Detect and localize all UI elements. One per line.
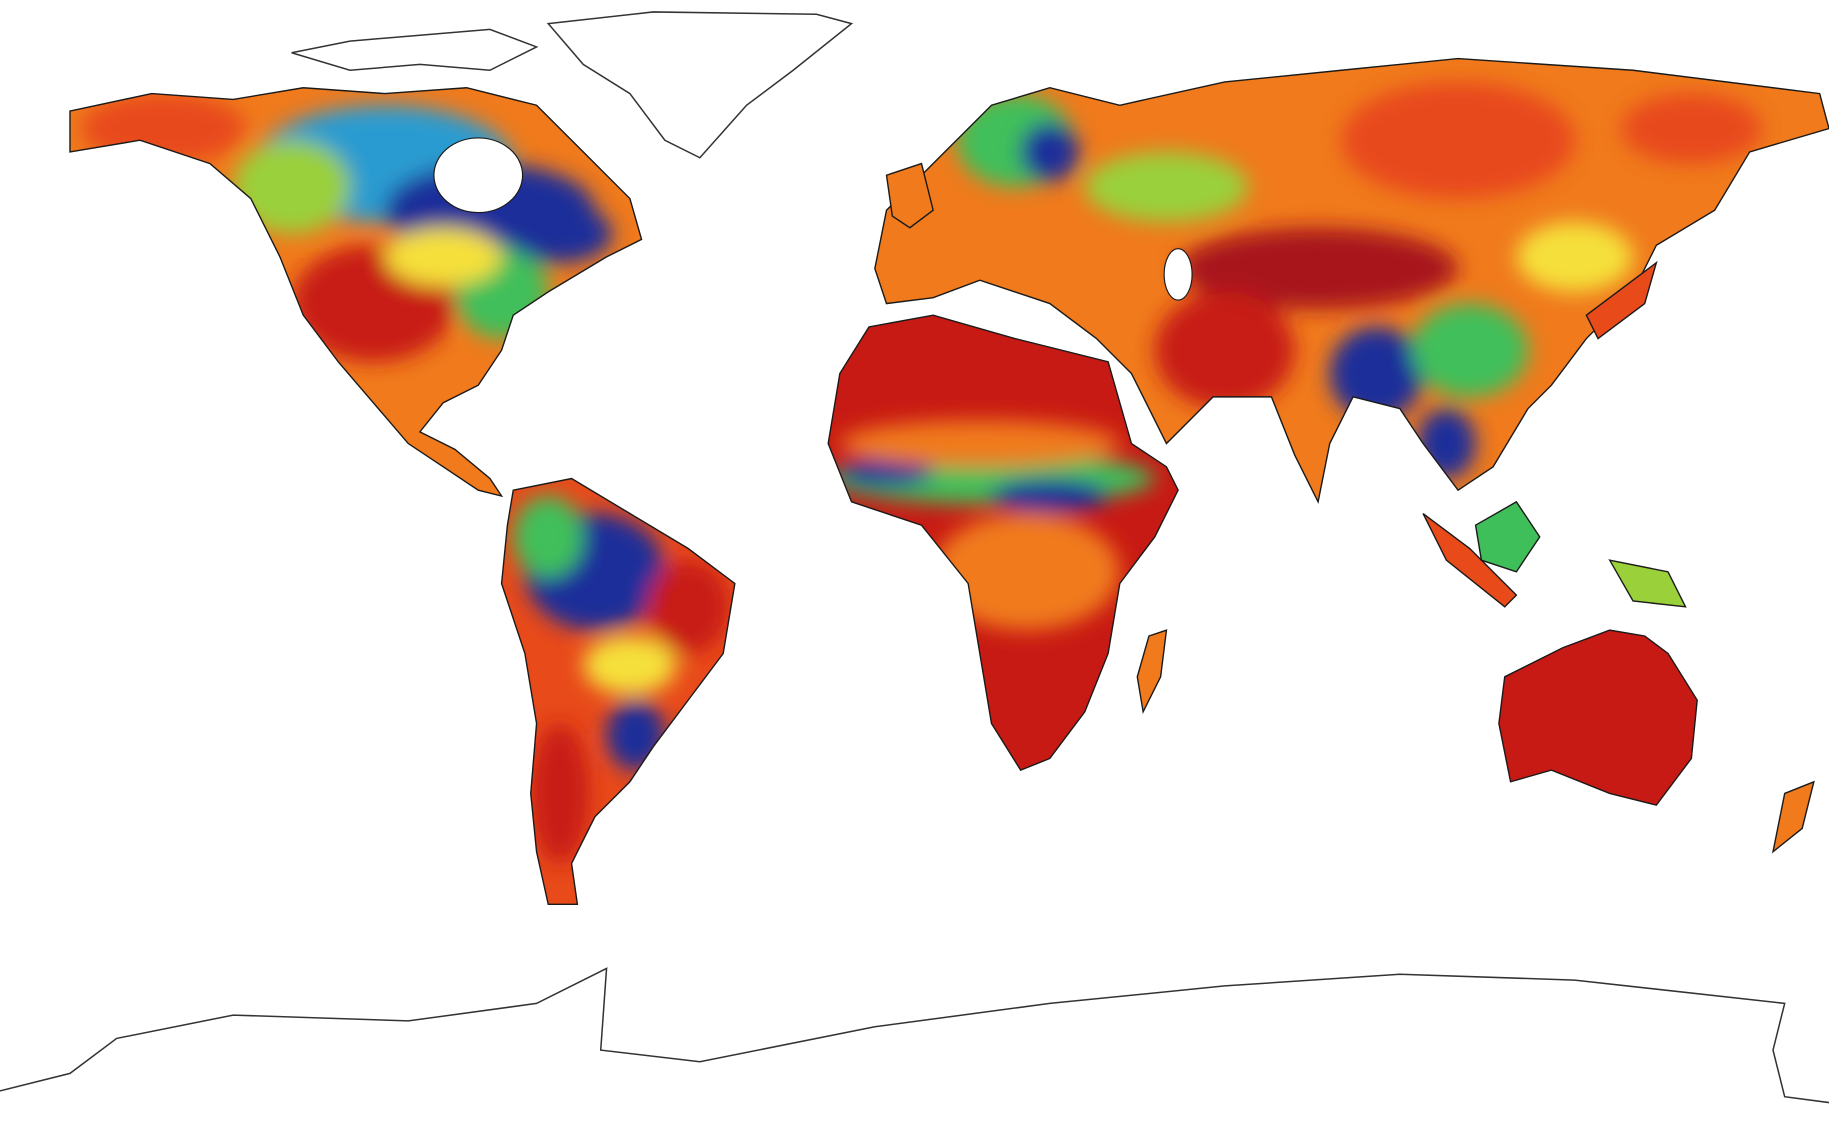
af-coast — [827, 314, 1179, 771]
blob — [991, 479, 1109, 513]
blob — [233, 140, 350, 234]
south-america — [501, 478, 735, 905]
blob — [81, 93, 245, 164]
hudson-bay — [433, 137, 524, 214]
greenland — [546, 11, 854, 159]
blob — [583, 635, 677, 695]
antarctica — [0, 967, 1829, 1104]
blob — [530, 723, 590, 864]
blob — [384, 227, 502, 287]
caspian-sea — [1163, 248, 1193, 301]
blob — [1154, 291, 1295, 409]
new-guinea — [1608, 559, 1687, 608]
arctic-islands — [291, 28, 539, 72]
blob — [513, 496, 584, 578]
madagascar — [1136, 629, 1168, 715]
blob — [606, 700, 665, 771]
sumatra — [1422, 512, 1518, 608]
blob — [1621, 93, 1762, 164]
britain — [885, 162, 934, 229]
blob — [1020, 122, 1079, 182]
blob — [1341, 81, 1575, 199]
blob — [1417, 408, 1476, 479]
australia — [1498, 629, 1698, 806]
na-coast — [69, 87, 643, 498]
north-america — [69, 87, 642, 497]
blob — [1084, 151, 1249, 222]
blob — [647, 560, 730, 654]
af-texture — [828, 420, 1155, 631]
eu-texture — [956, 81, 1762, 479]
blob — [1329, 326, 1424, 421]
blob — [839, 420, 1120, 467]
japan — [1585, 260, 1658, 340]
blob — [1178, 227, 1459, 310]
new-zealand — [1771, 780, 1815, 854]
blob — [1516, 221, 1634, 292]
eu-coast — [874, 57, 1829, 504]
sa-coast — [500, 477, 736, 905]
blob — [507, 204, 613, 263]
blob — [933, 513, 1120, 631]
sa-texture — [513, 496, 730, 864]
blob — [839, 458, 934, 487]
borneo — [1474, 500, 1541, 573]
blob — [1411, 303, 1529, 397]
